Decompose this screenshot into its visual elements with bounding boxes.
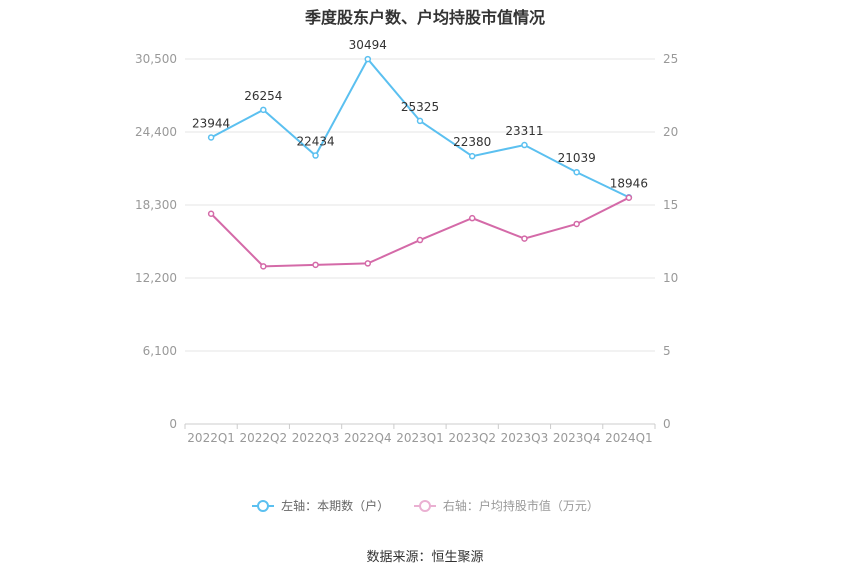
y-right-tick-label: 10 (663, 271, 678, 285)
data-point (207, 134, 215, 141)
data-point (312, 261, 319, 269)
data-point (468, 214, 476, 222)
x-tick-label: 2022Q4 (344, 431, 392, 445)
data-source: 数据来源：恒生聚源 (366, 550, 484, 565)
legend-item-households[interactable]: 左轴：本期数（户） (251, 497, 389, 514)
data-point (364, 260, 372, 267)
data-point (573, 168, 580, 176)
data-point (521, 141, 528, 149)
y-left-tick-label: 30,500 (135, 52, 177, 66)
y-right-tick-label: 25 (663, 52, 678, 66)
y-right-tick-label: 20 (663, 125, 678, 139)
data-point (468, 152, 476, 160)
data-point (416, 236, 424, 244)
y-left-tick-label: 12,200 (135, 271, 177, 285)
series-line-1 (210, 196, 630, 268)
y-right-tick-label: 0 (663, 417, 671, 431)
legend-marker-households (252, 499, 275, 512)
data-label: 18946 (610, 176, 648, 190)
y-left-tick-label: 24,400 (135, 125, 177, 139)
data-label: 21039 (558, 151, 596, 165)
legend-item-avg-value[interactable]: 右轴：户均持股市值（万元） (413, 497, 599, 514)
data-label: 23944 (192, 116, 230, 130)
x-tick-label: 2023Q3 (501, 431, 549, 445)
x-tick-label: 2024Q1 (605, 431, 653, 445)
data-point (260, 106, 267, 114)
data-label: 22380 (453, 135, 491, 149)
data-point (312, 152, 319, 159)
data-point (207, 210, 215, 218)
data-label: 22434 (296, 135, 334, 149)
x-tick-label: 2022Q3 (292, 431, 340, 445)
legend-label-households: 左轴：本期数（户） (281, 499, 390, 513)
y-left-tick-label: 18,300 (135, 198, 177, 212)
data-label: 30494 (349, 38, 387, 52)
y-left-tick-label: 0 (169, 417, 177, 431)
y-right-tick-label: 5 (663, 344, 671, 358)
legend-marker-avg-value (413, 499, 436, 512)
data-point (260, 263, 267, 270)
x-tick-label: 2023Q2 (448, 431, 496, 445)
y-left-tick-label: 6,100 (143, 344, 177, 358)
x-tick-label: 2022Q1 (187, 431, 235, 445)
data-point (521, 235, 528, 242)
legend-label-avg-value: 右轴：户均持股市值（万元） (442, 499, 599, 513)
x-tick-label: 2023Q4 (553, 431, 601, 445)
data-point (625, 194, 633, 201)
x-tick-label: 2023Q1 (396, 431, 444, 445)
data-point (573, 220, 580, 228)
y-right-tick-label: 15 (663, 198, 678, 212)
data-point (416, 117, 424, 125)
data-label: 23311 (505, 124, 543, 138)
data-point (364, 55, 372, 63)
legend: 左轴：本期数（户） 右轴：户均持股市值（万元） (0, 497, 850, 516)
series-line-0 (210, 57, 630, 199)
x-tick-label: 2022Q2 (240, 431, 288, 445)
chart-title: 季度股东户数、户均持股市值情况 (304, 8, 545, 27)
data-label: 26254 (244, 89, 282, 103)
data-label: 25325 (401, 100, 439, 114)
